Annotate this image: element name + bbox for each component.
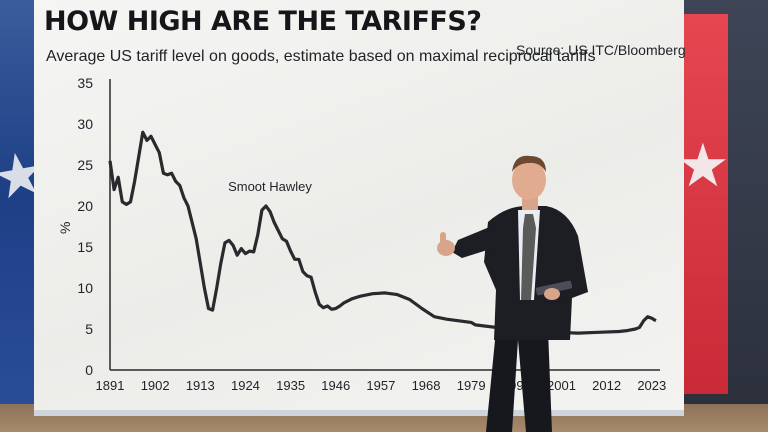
x-tick-label: 1935 xyxy=(276,378,305,393)
y-tick-label: 15 xyxy=(77,239,93,255)
annotation-smoot-hawley: Smoot Hawley xyxy=(228,179,312,194)
y-tick-label: 35 xyxy=(77,75,93,91)
x-tick-label: 1979 xyxy=(457,378,486,393)
y-tick-label: 0 xyxy=(85,362,93,378)
y-tick-label: 20 xyxy=(77,198,93,214)
x-tick-label: 1891 xyxy=(96,378,125,393)
y-tick-label: 25 xyxy=(77,157,93,173)
y-tick-label: 5 xyxy=(85,321,93,337)
y-tick-label: 30 xyxy=(77,116,93,132)
x-tick-label: 1957 xyxy=(366,378,395,393)
x-tick-label: 2012 xyxy=(592,378,621,393)
chart-source: Source: US ITC/Bloomberg xyxy=(516,42,686,58)
x-tick-label: 2001 xyxy=(547,378,576,393)
x-tick-label: 1968 xyxy=(412,378,441,393)
x-tick-label: 1946 xyxy=(321,378,350,393)
chart-subtitle: Average US tariff level on goods, estima… xyxy=(46,48,596,65)
red-side-panel xyxy=(682,14,728,394)
chart-title: HOW HIGH ARE THE TARIFFS? xyxy=(44,6,482,37)
y-tick-label: 10 xyxy=(77,280,93,296)
y-axis-label: % xyxy=(57,222,73,234)
star-icon: ★ xyxy=(676,132,730,199)
x-tick-label: 1913 xyxy=(186,378,215,393)
x-tick-label: 1902 xyxy=(141,378,170,393)
x-tick-label: 1924 xyxy=(231,378,260,393)
series-line-average-tariff xyxy=(108,130,657,335)
x-tick-label: 2023 xyxy=(637,378,666,393)
video-wall-screen xyxy=(34,0,684,416)
